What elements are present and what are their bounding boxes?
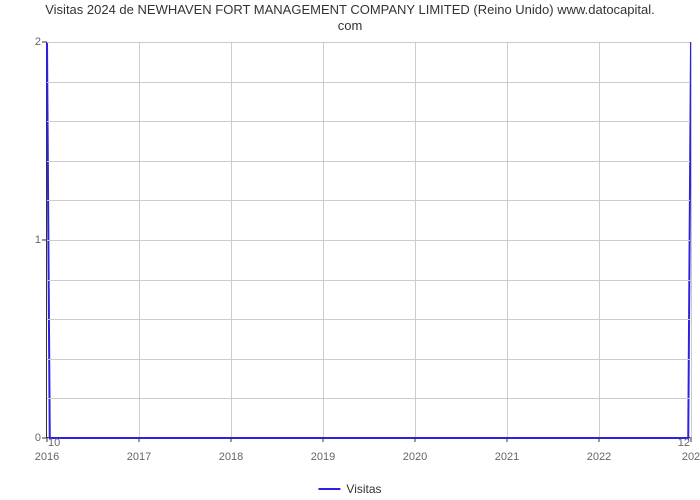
gridline-v (691, 42, 692, 437)
xtick-label: 2017 (127, 437, 151, 463)
chart-container: Visitas 2024 de NEWHAVEN FORT MANAGEMENT… (0, 0, 700, 500)
ytick-label: 1 (35, 234, 47, 246)
gridline-h-minor (47, 161, 690, 162)
xtick-label: 2021 (495, 437, 519, 463)
gridline-h-minor (47, 359, 690, 360)
gridline-h (47, 240, 690, 241)
gridline-h (47, 42, 690, 43)
gridline-h-minor (47, 319, 690, 320)
gridline-h-minor (47, 280, 690, 281)
xtick-label: 2019 (311, 437, 335, 463)
gridline-h-minor (47, 200, 690, 201)
chart-title: Visitas 2024 de NEWHAVEN FORT MANAGEMENT… (0, 2, 700, 35)
gridline-v (599, 42, 600, 437)
gridline-v (507, 42, 508, 437)
legend: Visitas (318, 482, 381, 496)
xtick-label: 2018 (219, 437, 243, 463)
plot-area: 01220162017201820192020202120222021012 (46, 42, 690, 438)
chart-title-line2: com (338, 18, 363, 33)
legend-swatch (318, 488, 340, 490)
chart-title-line1: Visitas 2024 de NEWHAVEN FORT MANAGEMENT… (45, 2, 655, 17)
gridline-h-minor (47, 121, 690, 122)
xtick-label: 2022 (587, 437, 611, 463)
gridline-v (139, 42, 140, 437)
gridline-h-minor (47, 398, 690, 399)
ytick-label: 2 (35, 36, 47, 48)
secondary-x-label-left: 10 (48, 437, 60, 449)
gridline-v (415, 42, 416, 437)
legend-label: Visitas (346, 482, 381, 496)
gridline-v (231, 42, 232, 437)
xtick-label: 2020 (403, 437, 427, 463)
secondary-x-label-right: 12 (678, 437, 690, 449)
gridline-v (323, 42, 324, 437)
gridline-h-minor (47, 82, 690, 83)
